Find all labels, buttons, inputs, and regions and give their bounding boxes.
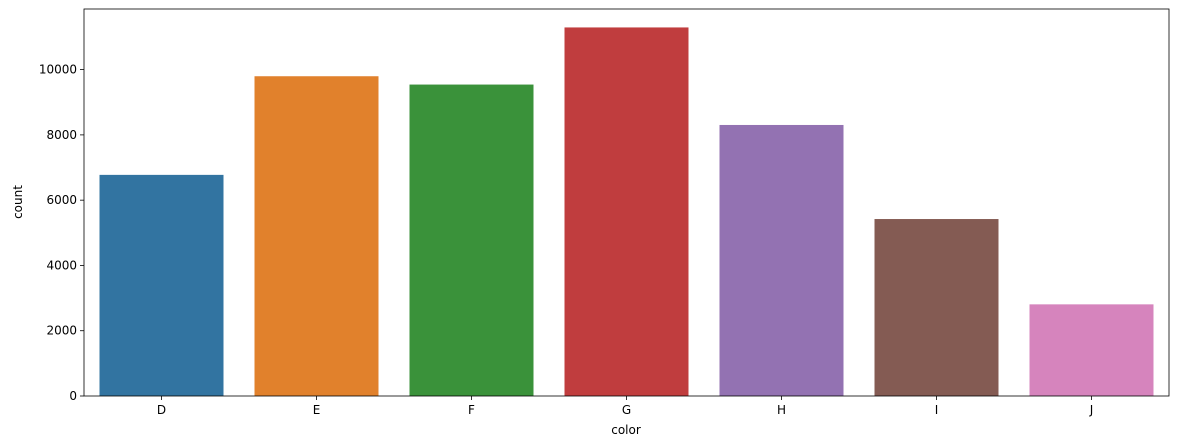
y-tick-label: 2000 xyxy=(46,324,77,338)
bar xyxy=(99,174,224,396)
bar xyxy=(1029,304,1154,396)
bar xyxy=(719,124,844,396)
bar xyxy=(254,76,379,396)
y-tick-label: 6000 xyxy=(46,193,77,207)
bar xyxy=(409,84,534,396)
y-tick-label: 10000 xyxy=(39,63,77,77)
x-axis-label: color xyxy=(611,423,641,437)
x-tick-label: H xyxy=(777,403,786,417)
x-tick-label: G xyxy=(622,403,631,417)
bar xyxy=(874,219,999,396)
y-axis-label: count xyxy=(11,185,25,219)
x-tick-label: J xyxy=(1089,403,1094,417)
y-tick-label: 0 xyxy=(69,389,77,403)
x-tick-label: F xyxy=(468,403,475,417)
axes-frame xyxy=(83,8,1170,397)
y-tick-label: 8000 xyxy=(46,128,77,142)
x-tick-label: I xyxy=(935,403,939,417)
x-tick-label: E xyxy=(313,403,321,417)
x-tick-label: D xyxy=(157,403,166,417)
bar xyxy=(564,27,689,396)
y-tick-label: 4000 xyxy=(46,258,77,272)
